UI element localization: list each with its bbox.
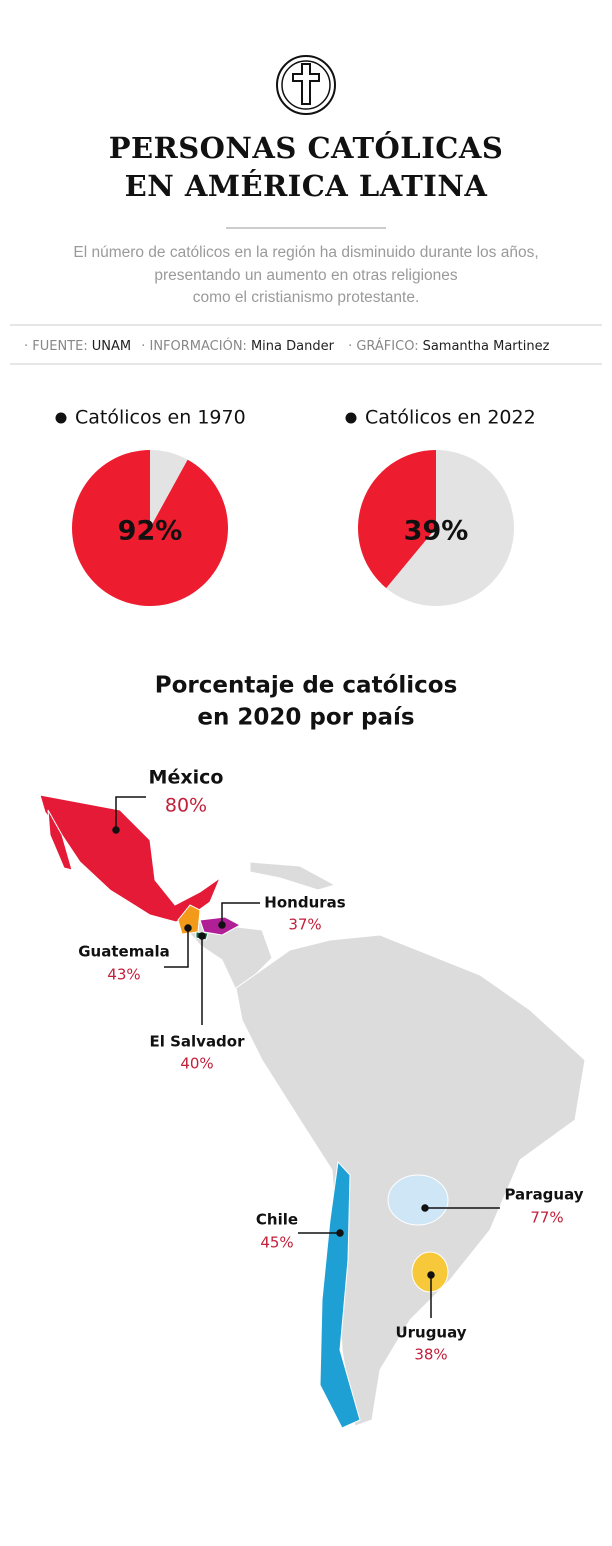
cross-icon: [276, 55, 336, 115]
country-value: 43%: [107, 966, 140, 984]
map-labels: México 80% Honduras 37% Guatemala 43% El…: [78, 767, 584, 1364]
credit-key: INFORMACIÓN:: [150, 338, 247, 354]
map-title: Porcentaje de católicos: [155, 673, 458, 699]
legend-dot: [345, 412, 357, 424]
pie-slice: [72, 450, 229, 607]
pie-label: 92%: [118, 516, 183, 547]
country-name: Uruguay: [395, 1324, 466, 1342]
country-name: México: [149, 767, 224, 789]
country-value: 80%: [165, 795, 207, 817]
country-value: 45%: [260, 1234, 293, 1252]
country-name: Honduras: [264, 894, 345, 912]
title: EN AMÉRICA LATINA: [125, 168, 488, 203]
subtitle: El número de católicos en la región ha d…: [73, 244, 538, 261]
country-name: El Salvador: [149, 1033, 245, 1051]
pie-slice: [150, 450, 188, 528]
pie-slice: [357, 450, 436, 589]
country-value: 37%: [288, 916, 321, 934]
country-value: 77%: [530, 1209, 563, 1227]
credit-key: FUENTE:: [32, 339, 87, 354]
country-name: Paraguay: [504, 1186, 583, 1204]
country-name: Chile: [256, 1211, 298, 1229]
country-name: Guatemala: [78, 943, 169, 961]
pie-slice: [386, 450, 514, 606]
credit-value: Mina Dander: [251, 339, 335, 354]
map-title: en 2020 por país: [197, 705, 414, 731]
subtitle: como el cristianismo protestante.: [193, 289, 420, 306]
leader-lines: [112, 796, 500, 1318]
title: PERSONAS CATÓLICAS: [109, 130, 504, 165]
subtitle: presentando un aumento en otras religion…: [154, 267, 458, 284]
credit-value: Samantha Martinez: [423, 339, 550, 354]
pie-title: Católicos en 1970: [75, 407, 246, 429]
country-value: 38%: [414, 1346, 447, 1364]
map: [39, 794, 586, 1429]
credits: · FUENTE: UNAM · INFORMACIÓN: Mina Dander …: [24, 338, 550, 354]
pie-title: Católicos en 2022: [365, 407, 536, 429]
country-value: 40%: [180, 1055, 213, 1073]
legend-dot: [55, 412, 67, 424]
credit-value: UNAM: [92, 339, 131, 354]
pie-label: 39%: [404, 516, 469, 547]
credit-key: GRÁFICO:: [356, 338, 418, 354]
